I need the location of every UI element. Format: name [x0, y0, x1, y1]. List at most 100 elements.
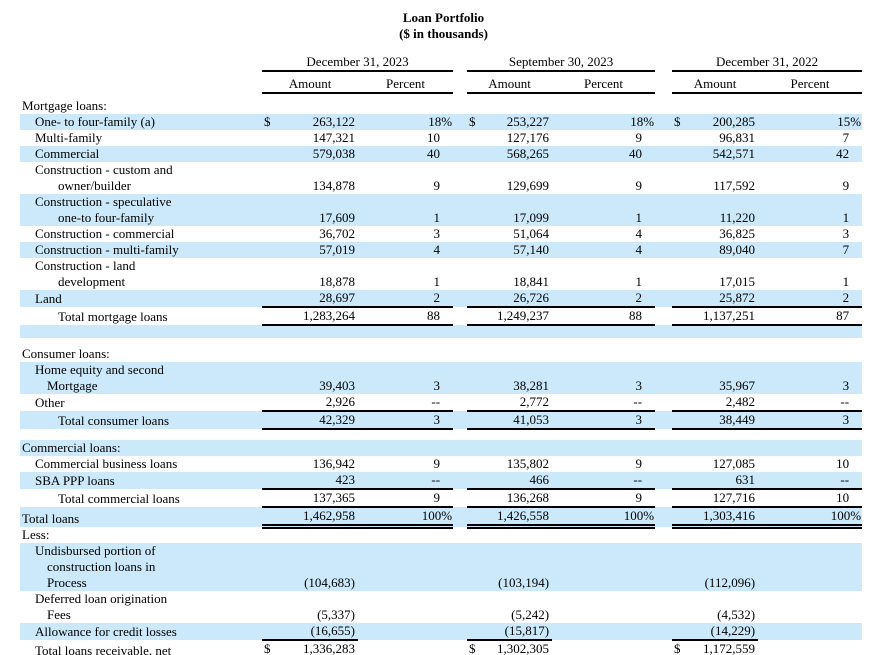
table-row: Total mortgage loans 1,283,264 88 1,249,237…	[20, 307, 863, 326]
amount-cell: 117,592	[692, 162, 759, 194]
dollar-sign-cell	[672, 130, 693, 146]
row-fill-cell	[262, 346, 863, 362]
amount-cell: (5,337)	[282, 590, 358, 623]
dollar-sign-cell: $	[467, 114, 488, 130]
row-fill-cell	[262, 526, 863, 543]
percent-cell: 87	[758, 307, 863, 326]
percent-cell	[358, 590, 454, 623]
percent-cell: 2	[358, 290, 454, 308]
row-label: Undisbursed portion of construction loans…	[20, 542, 262, 591]
column-gap	[655, 307, 673, 325]
column-gap	[453, 362, 468, 394]
row-label-line: Total consumer loans	[58, 413, 170, 428]
column-gap	[453, 472, 468, 489]
row-label-line: development	[58, 274, 126, 289]
amount-cell: (14,229)	[692, 622, 759, 641]
dollar-sign-cell	[467, 411, 488, 430]
amount-cell: 2,926	[282, 394, 358, 412]
amount-cell: 127,716	[692, 489, 759, 508]
row-label: Construction - land development	[20, 258, 262, 290]
column-gap	[655, 489, 673, 507]
table-row: Commercial loans:	[20, 440, 863, 456]
amount-cell: 57,019	[282, 242, 358, 258]
column-gap	[655, 362, 673, 394]
column-gap	[655, 622, 673, 640]
column-gap	[453, 394, 468, 411]
row-label-line: Process	[47, 574, 87, 590]
dollar-sign-cell	[262, 194, 282, 226]
amount-column-header: Amount	[672, 76, 759, 94]
percent-cell: 88	[552, 307, 656, 326]
percent-cell: 7	[758, 130, 863, 146]
amount-cell: (103,194)	[487, 542, 553, 591]
row-label-line: Multi-family	[35, 130, 103, 145]
column-gap	[655, 130, 673, 146]
dollar-sign-cell	[262, 146, 282, 162]
percent-cell: 7	[758, 242, 863, 258]
percent-cell	[358, 639, 454, 655]
percent-cell: 9	[758, 162, 863, 194]
amount-column-header: Amount	[467, 76, 553, 94]
row-label-line: Total loans receivable, net	[35, 643, 172, 655]
header-spacer-cell	[20, 54, 262, 71]
row-label: One- to four-family (a)	[20, 114, 262, 130]
dollar-sign-cell	[672, 622, 693, 641]
row-label: Construction - multi-family	[20, 242, 262, 258]
table-header: December 31, 2023 September 30, 2023 Decem…	[20, 54, 863, 98]
dollar-sign-cell	[262, 489, 282, 508]
percent-cell: 40	[552, 146, 656, 162]
amount-cell: 2,482	[692, 394, 759, 412]
percent-cell: 1	[358, 258, 454, 290]
row-label-line: owner/builder	[58, 178, 131, 193]
amount-cell: 1,336,283	[282, 639, 358, 655]
dollar-sign-cell	[672, 472, 693, 490]
amount-cell: 36,825	[692, 226, 759, 242]
column-gap	[655, 542, 673, 591]
dollar-sign-cell	[672, 590, 693, 623]
table-row: Allowance for credit losses (16,655) (15,8…	[20, 622, 863, 641]
dollar-sign-cell	[467, 507, 488, 529]
column-gap	[655, 162, 673, 194]
percent-cell: 9	[552, 489, 656, 508]
dollar-sign-cell	[672, 394, 693, 412]
percent-cell: 42	[758, 146, 863, 162]
percent-cell: 4	[552, 242, 656, 258]
dollar-sign-cell	[262, 622, 282, 641]
percent-column-header: Percent	[552, 76, 656, 94]
dollar-sign-cell	[672, 542, 693, 591]
amount-cell: 466	[487, 472, 553, 490]
column-gap	[453, 242, 468, 258]
row-label-line: Total loans	[22, 510, 80, 526]
amount-cell: 129,699	[487, 162, 553, 194]
dollar-sign-cell	[262, 394, 282, 412]
column-gap	[655, 394, 673, 411]
dollar-sign-cell	[262, 162, 282, 194]
spacer-row	[20, 338, 863, 346]
row-label-line: Consumer loans:	[22, 346, 110, 361]
amount-cell: 631	[692, 472, 759, 490]
column-group-header: September 30, 2023	[467, 54, 656, 72]
row-fill-cell	[262, 98, 863, 114]
table-row: Construction - commercial 36,702 3 51,064 4 3…	[20, 226, 863, 242]
percent-cell: --	[758, 394, 863, 412]
amount-cell: (16,655)	[282, 622, 358, 641]
dollar-sign-cell	[672, 489, 693, 508]
dollar-sign-cell	[467, 290, 488, 308]
row-label-line: Deferred loan origination	[35, 590, 168, 606]
row-label-line: Mortgage	[47, 378, 98, 393]
percent-cell	[358, 622, 454, 640]
dollar-sign-cell: $	[467, 639, 488, 655]
amount-cell: 134,878	[282, 162, 358, 194]
percent-cell: 3	[758, 226, 863, 242]
column-gap	[453, 114, 468, 130]
percent-cell: 1	[758, 194, 863, 226]
percent-cell	[758, 639, 863, 655]
percent-cell: 10	[758, 456, 863, 472]
amount-cell: 18,841	[487, 258, 553, 290]
amount-cell: 28,697	[282, 290, 358, 308]
row-label-line: Construction - custom and	[35, 162, 173, 177]
amount-cell: 1,137,251	[692, 307, 759, 326]
percent-cell: 9	[552, 456, 656, 472]
row-label-line: Mortgage loans:	[22, 98, 107, 113]
percent-cell: 18%	[552, 114, 656, 130]
